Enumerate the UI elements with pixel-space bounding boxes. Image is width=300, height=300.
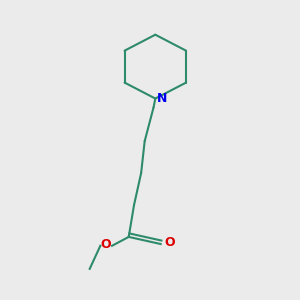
- Text: N: N: [157, 92, 167, 105]
- Text: O: O: [164, 236, 175, 249]
- Text: O: O: [100, 238, 111, 250]
